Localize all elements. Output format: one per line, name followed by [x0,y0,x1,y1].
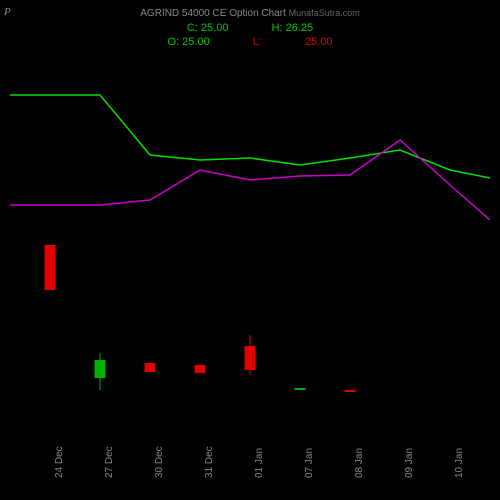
candle-body[interactable] [295,388,306,390]
ohlc-bottom-row: O: 25.00 L: 25.00 [0,36,500,48]
candle-body[interactable] [195,365,206,373]
overlay-line [10,140,490,220]
x-axis-label: 01 Jan [254,448,265,478]
x-axis-label: 27 Dec [104,446,115,478]
ohlc-top-row: C: 25.00 H: 26.25 [0,22,500,34]
candle-body[interactable] [95,360,106,378]
chart-svg [10,50,490,430]
candle-body[interactable] [145,363,156,372]
open-label: O: [167,36,179,48]
x-axis-label: 07 Jan [304,448,315,478]
open-value: 25.00 [182,36,210,48]
low-label: L: [253,36,262,48]
candle-body[interactable] [45,245,56,290]
chart-container: P AGRIND 54000 CE Option Chart MunafaSut… [0,0,500,500]
high-label: H: [272,22,283,34]
plot-area[interactable] [10,50,480,420]
chart-title: AGRIND 54000 CE Option Chart MunafaSutra… [0,8,500,19]
x-axis-label: 31 Dec [204,446,215,478]
close-value: 25.00 [201,22,229,34]
title-sub-text: MunafaSutra.com [289,8,360,18]
low-value: 25.00 [305,36,333,48]
x-axis-label: 08 Jan [354,448,365,478]
title-main-text: AGRIND 54000 CE Option Chart [140,8,286,19]
x-axis-label: 10 Jan [454,448,465,478]
candle-body[interactable] [345,390,356,392]
close-label: C: [187,22,198,34]
high-value: 26.25 [286,22,314,34]
overlay-line [10,95,490,178]
x-axis-label: 24 Dec [54,446,65,478]
x-axis-label: 09 Jan [404,448,415,478]
x-axis-label: 30 Dec [154,446,165,478]
candle-body[interactable] [245,346,256,370]
x-axis-labels: 24 Dec 27 Dec 30 Dec 31 Dec 01 Jan 07 Jan 08 J… [10,430,480,490]
